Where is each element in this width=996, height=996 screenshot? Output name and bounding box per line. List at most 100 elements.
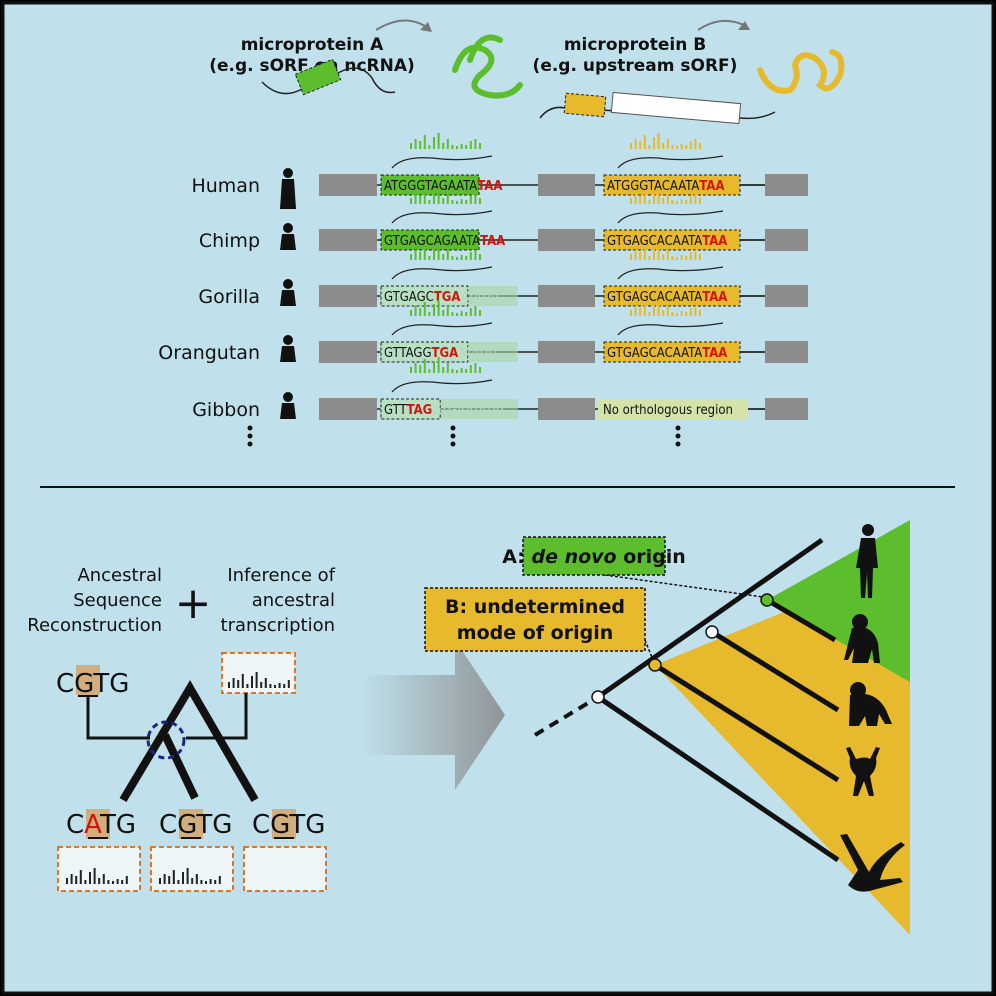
seq-pre: C — [159, 810, 177, 840]
ellipsis-dot — [247, 425, 253, 431]
ellipsis-dot — [450, 433, 456, 439]
histogram-bar — [446, 139, 449, 149]
leaf-sequence: CATG — [57, 809, 141, 892]
human-silhouette-icon — [856, 524, 878, 598]
transcription-histogram-a — [410, 244, 481, 260]
seq-post: TG — [195, 810, 232, 840]
histogram-bar — [70, 874, 73, 884]
histogram-bar — [414, 250, 417, 260]
microprotein-a-title: microprotein A — [241, 35, 384, 55]
exon-box — [319, 229, 377, 251]
histogram-bar — [456, 313, 458, 316]
histogram-bar — [93, 868, 96, 884]
histogram-bar — [433, 361, 435, 373]
uorf-box-b — [603, 341, 741, 363]
histogram-bar — [643, 190, 646, 204]
histogram-bar — [694, 194, 697, 204]
histogram-bar — [89, 872, 91, 884]
histogram-bar — [657, 133, 660, 149]
tree-node-origin-a — [760, 593, 774, 607]
histogram-bar — [442, 367, 445, 373]
species-row-gorilla: Gorilla GTGAGCTGAATATAT GTGAGCACAATATAA — [198, 244, 808, 308]
histogram-bar — [699, 254, 701, 260]
gibbon-silhouette-icon — [840, 834, 905, 892]
species-alignment: Human ATGGGTAGAATATAA ATGGGTACAATATAAChimp… — [158, 133, 808, 447]
leaf-sequence: CGTG — [243, 809, 327, 892]
histogram-bar — [694, 139, 697, 149]
histogram-bar — [680, 199, 683, 204]
leaf-sequence: CGTG — [150, 809, 234, 892]
transcription-box — [150, 846, 234, 892]
transcription-histogram-b — [630, 244, 701, 260]
histogram-bar — [676, 257, 678, 260]
uorf-yellow-icon — [563, 92, 607, 118]
histogram-bar — [423, 359, 426, 373]
sequence-a: GTGAGCTGAATATAT — [384, 290, 502, 305]
exon-box — [765, 341, 808, 363]
histogram-bar — [433, 192, 435, 204]
histogram-bar — [451, 312, 454, 316]
histogram-bar — [182, 872, 184, 884]
exon-box — [538, 341, 595, 363]
histogram-bar — [414, 363, 417, 373]
arrow-icon — [697, 19, 747, 31]
sequence-a: GTTAGGTGAATATAT — [384, 346, 499, 361]
method-left-line: Reconstruction — [27, 615, 162, 636]
silhouette-head — [283, 223, 293, 233]
microprotein-b-header: microprotein B (e.g. upstream sORF) — [533, 19, 845, 125]
exon-box — [538, 174, 595, 196]
species-row-human: Human ATGGGTAGAATATAA ATGGGTACAATATAA — [191, 133, 808, 209]
histogram-bar — [680, 144, 683, 149]
histogram-bar — [423, 302, 426, 316]
histogram-bar — [66, 878, 68, 884]
histogram-bar — [428, 312, 431, 316]
histogram-bar — [214, 880, 217, 884]
stop-codon: TAG — [407, 403, 433, 418]
histogram-bar — [689, 196, 692, 204]
histogram-bar — [79, 870, 82, 884]
histogram-bar — [414, 194, 417, 204]
species-row-chimp: Chimp GTGAGCAGAATATAA GTGAGCACAATATAA — [199, 188, 808, 252]
microprotein-b-title: microprotein B — [564, 35, 706, 55]
ellipsis-dot — [675, 441, 681, 447]
histogram-bar — [634, 306, 637, 316]
sorf-green-icon — [294, 58, 342, 96]
histogram-bar — [423, 135, 426, 149]
histogram-bar — [676, 313, 678, 316]
silhouette-body — [280, 234, 296, 250]
chimp-silhouette-icon — [280, 223, 296, 250]
sorf-box-a — [380, 174, 480, 196]
transcript-line — [261, 67, 396, 95]
histogram-bar — [465, 369, 468, 373]
histogram-bar — [643, 246, 646, 260]
histogram-bar — [474, 306, 477, 316]
histogram-bar — [694, 250, 697, 260]
exon-box — [319, 341, 377, 363]
histogram-bar — [474, 139, 477, 149]
histogram-bar — [460, 311, 463, 316]
chimp-silhouette-icon — [844, 614, 880, 663]
histogram-bar — [177, 880, 180, 884]
species-row-gibbon: Gibbon GTTTAGGTGAATATAT No orthologous reg… — [192, 357, 808, 421]
histogram-bar — [116, 879, 119, 884]
histogram-bar — [479, 198, 481, 204]
sequence-b: GTGAGCACAATATAA — [607, 290, 727, 305]
histogram-bar — [469, 252, 472, 260]
uorf-box-b — [603, 285, 741, 307]
stop-codon: TGA — [432, 346, 459, 361]
histogram-bar — [465, 256, 468, 260]
transcript-wave — [391, 379, 493, 393]
histogram-bar — [662, 143, 665, 149]
histogram-bar — [410, 198, 412, 204]
ellipsis-dot — [450, 441, 456, 447]
leaf-transcription-histogram — [66, 868, 128, 884]
histogram-bar — [643, 135, 646, 149]
histogram-bar — [648, 145, 651, 149]
cds-white-box — [610, 91, 742, 125]
gibbon-silhouette-icon — [280, 392, 296, 419]
sequence-a-orf: GTTAGG — [384, 346, 432, 361]
method-left-line: Sequence — [73, 590, 162, 611]
sequence-b-orf: GTGAGCACAATA — [607, 346, 702, 361]
silhouette-head — [283, 279, 293, 289]
histogram-bar — [125, 876, 128, 884]
